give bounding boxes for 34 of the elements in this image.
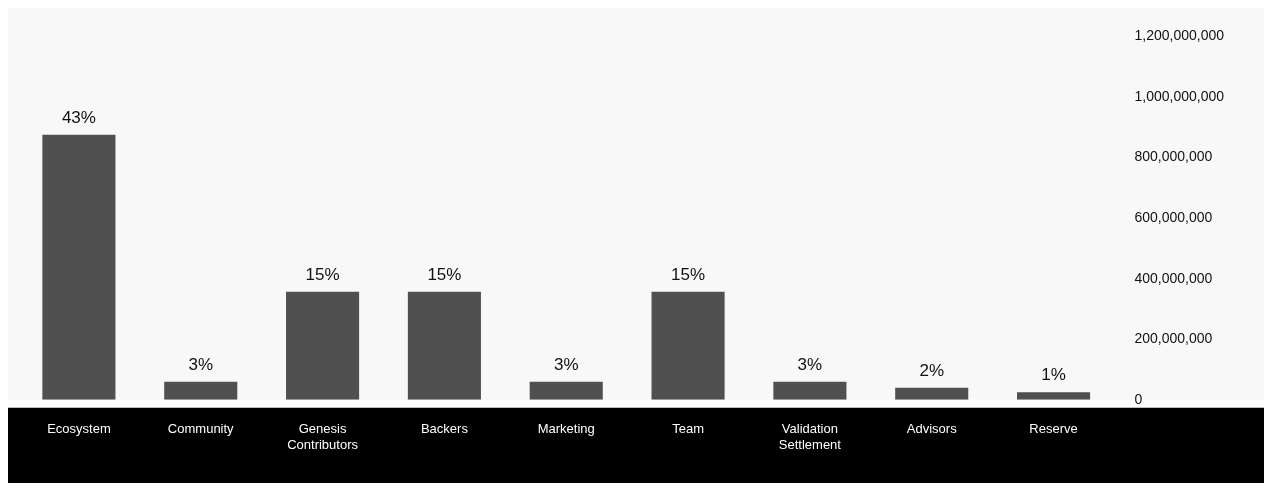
bar [164,381,238,400]
x-tick-label: Validation Settlement [778,421,842,452]
annotation: 1% [1041,365,1066,385]
annotation: 3% [553,354,579,374]
y-tick-label: 600,000,000 [1134,208,1213,225]
x-tick-label: Marketing [537,421,595,437]
annotation: 15% [427,264,462,284]
annotation: 15% [671,264,706,284]
bar [407,291,481,400]
annotation: 15% [305,264,340,284]
annotation: 43% [61,108,96,128]
y-tick-label: 0 [1134,390,1143,407]
bar [1017,392,1091,400]
bar [529,381,603,400]
annotation: 2% [919,360,945,380]
annotation: 3% [188,354,214,374]
y-tick-label: 1,000,000,000 [1134,87,1225,104]
bar [286,291,360,400]
bar [651,291,725,400]
y-tick-label: 1,200,000,000 [1134,27,1225,44]
bar [773,381,847,400]
y-tick-label: 200,000,000 [1134,330,1213,347]
bar [42,134,116,400]
x-tick-label: Ecosystem [47,421,111,437]
x-tick-label: Reserve [1029,421,1078,437]
x-tick-label: Team [672,421,704,437]
x-tick-label: Backers [420,421,469,437]
x-tick-label: Genesis Contributors [287,421,359,452]
y-tick-label: 800,000,000 [1134,148,1213,165]
x-tick-label: Advisors [906,421,958,437]
y-tick-label: 400,000,000 [1134,269,1213,286]
annotation: 3% [797,354,823,374]
x-tick-label: Community [167,421,235,437]
bar [895,387,969,400]
